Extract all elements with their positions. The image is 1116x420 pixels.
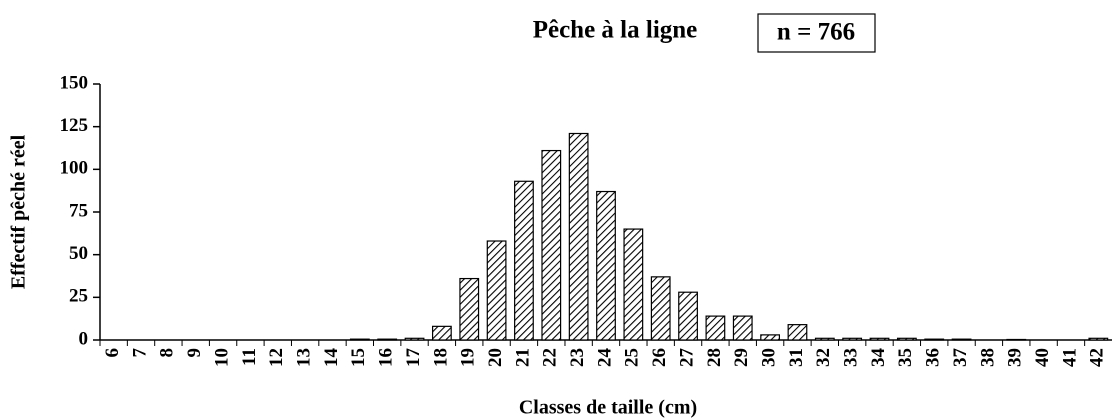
x-tick-label: 24	[594, 348, 615, 368]
annotation: n = 766	[777, 19, 855, 46]
bar	[349, 338, 370, 341]
bar	[514, 180, 534, 341]
x-tick-label: 37	[950, 348, 971, 368]
x-tick-label: 42	[1087, 348, 1108, 367]
x-tick-label: 18	[430, 348, 451, 367]
x-tick-label: 13	[293, 348, 314, 367]
chart-title: Pêche à la ligne	[533, 17, 698, 44]
x-tick-label: 20	[485, 348, 506, 367]
x-tick-label: 11	[239, 348, 260, 366]
bar	[404, 337, 425, 341]
x-tick-label: 36	[923, 348, 944, 367]
x-tick-label: 10	[211, 348, 232, 367]
y-tick-label: 100	[60, 158, 89, 179]
x-tick-label: 41	[1059, 348, 1080, 367]
bar	[678, 291, 698, 341]
bar	[705, 315, 726, 341]
x-tick-label: 28	[704, 348, 725, 367]
x-tick-label: 40	[1032, 348, 1053, 367]
bar	[431, 325, 452, 341]
x-tick-label: 14	[321, 348, 342, 368]
y-tick-label: 25	[69, 286, 88, 307]
bar	[650, 276, 671, 341]
x-tick-label: 32	[813, 348, 834, 367]
x-tick-label: 34	[868, 348, 889, 368]
bar	[787, 324, 808, 341]
bar	[377, 338, 398, 341]
bar	[541, 149, 562, 341]
x-tick-label: 39	[1005, 348, 1026, 367]
bar	[924, 338, 945, 341]
bar	[760, 334, 781, 341]
x-tick-label: 30	[758, 348, 779, 367]
bar	[896, 337, 917, 341]
x-tick-label: 33	[841, 348, 862, 367]
x-tick-label: 6	[102, 348, 123, 358]
x-tick-label: 22	[540, 348, 561, 367]
bar	[486, 240, 507, 341]
bar	[869, 337, 890, 341]
x-tick-label: 21	[512, 348, 533, 367]
bar	[596, 190, 616, 341]
x-tick-label: 23	[567, 348, 588, 367]
x-tick-label: 25	[622, 348, 643, 367]
bar	[951, 338, 972, 341]
x-tick-label: 27	[676, 348, 697, 368]
y-tick-label: 125	[60, 115, 89, 136]
x-tick-label: 9	[184, 348, 205, 358]
x-tick-label: 19	[458, 348, 479, 367]
x-axis-label: Classes de taille (cm)	[519, 397, 697, 419]
x-tick-label: 35	[895, 348, 916, 367]
bar	[1006, 338, 1027, 341]
y-tick-label: 150	[60, 72, 89, 93]
x-tick-label: 12	[266, 348, 287, 367]
x-tick-label: 38	[977, 348, 998, 367]
x-tick-label: 16	[376, 348, 397, 367]
bar	[459, 277, 480, 341]
bar	[623, 228, 644, 341]
x-tick-label: 31	[786, 348, 807, 367]
bar	[842, 337, 863, 341]
y-tick-label: 0	[79, 328, 89, 349]
x-tick-label: 15	[348, 348, 369, 367]
bar	[568, 132, 589, 341]
bar	[732, 315, 753, 341]
x-tick-label: 7	[129, 348, 150, 358]
x-tick-label: 8	[157, 348, 178, 358]
y-tick-label: 75	[69, 200, 88, 221]
bar	[1088, 337, 1109, 341]
x-tick-label: 29	[731, 348, 752, 367]
y-tick-label: 50	[69, 243, 88, 264]
annotation-box	[757, 13, 876, 53]
bar	[814, 337, 835, 341]
x-tick-label: 26	[649, 348, 670, 367]
x-tick-label: 17	[403, 348, 424, 368]
y-axis-label: Effectif pêché réel	[8, 134, 30, 289]
